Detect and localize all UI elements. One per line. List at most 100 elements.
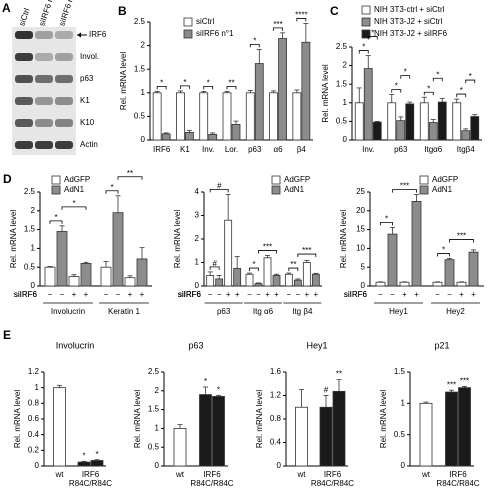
y-tick-label: 0.5 — [394, 430, 406, 439]
y-tick-label: 1.5 — [24, 225, 36, 234]
x-tick-label: α6 — [274, 145, 284, 154]
y-tick-label: 0.2 — [28, 445, 40, 454]
legend-label: NIH 3T3-J2 + siCtrl — [374, 17, 442, 26]
x-row-value: + — [72, 290, 77, 299]
y-tick-label: 1.2 — [28, 367, 40, 376]
x-row-value: − — [104, 290, 109, 299]
row-label: IRF6 — [89, 30, 107, 39]
y-tick-label: 10 — [356, 244, 365, 253]
significance-label: * — [54, 213, 57, 222]
x-row-label: siIRF6 — [178, 290, 202, 299]
y-tick-label: 0.8 — [270, 414, 282, 423]
significance-label: * — [95, 450, 98, 459]
bar — [354, 102, 364, 141]
significance-bracket — [297, 253, 317, 258]
y-tick-label: 2.5 — [148, 367, 160, 376]
significance-bracket — [258, 250, 277, 254]
band — [55, 119, 73, 127]
bar — [53, 387, 66, 467]
x-tick-label: Itg β4 — [292, 307, 313, 316]
y-tick-label: 1.5 — [148, 405, 160, 414]
significance-bracket — [209, 266, 220, 270]
significance-label: *** — [302, 246, 311, 255]
legend-swatch — [183, 29, 193, 39]
x-tick-label: Hey1 — [389, 307, 408, 316]
y-tick-label: 0 — [361, 281, 366, 290]
legend-swatch — [183, 17, 193, 27]
bar — [387, 233, 398, 287]
significance-bracket — [296, 18, 307, 22]
bar — [199, 394, 212, 467]
x-tick-label: wt — [175, 470, 185, 479]
y-tick-label: 2 — [195, 234, 200, 243]
bar — [254, 63, 264, 141]
bar — [208, 133, 218, 141]
bar — [224, 219, 233, 287]
x-row-value: − — [208, 290, 213, 299]
legend-label: NIH 3T3-ctrl + siCtrl — [374, 5, 445, 14]
band — [35, 119, 53, 127]
significance-bracket — [456, 93, 467, 98]
bar — [363, 68, 373, 141]
band — [55, 53, 73, 61]
significance-bracket — [249, 267, 259, 272]
significance-bracket — [105, 190, 119, 194]
bar — [173, 427, 187, 467]
bar — [152, 92, 162, 141]
significance-bracket — [61, 206, 87, 210]
significance-label: * — [436, 70, 439, 79]
y-tick-label: 15 — [356, 225, 365, 234]
x-row-value: − — [447, 290, 452, 299]
x-row-value: − — [60, 290, 65, 299]
bar — [419, 102, 429, 141]
y-axis-label: Rel. mRNA level — [255, 390, 264, 448]
significance-label: ** — [228, 78, 234, 87]
y-tick-label: 0.5 — [24, 262, 36, 271]
band — [55, 75, 73, 83]
legend-label: AdN1 — [284, 185, 305, 194]
y-tick-label: 0.4 — [28, 430, 40, 439]
legend-label: AdN1 — [432, 185, 453, 194]
row-label: K10 — [80, 118, 95, 127]
bar — [284, 273, 293, 287]
bar — [301, 41, 311, 141]
panel-label: A — [2, 1, 11, 15]
bar — [468, 251, 479, 287]
significance-bracket — [400, 75, 411, 79]
legend-label: AdGFP — [284, 175, 310, 184]
legend-label: AdGFP — [432, 175, 458, 184]
significance-label: *** — [263, 243, 272, 252]
bar — [245, 92, 255, 141]
significance-label: # — [212, 259, 217, 268]
x-row-value: + — [414, 290, 419, 299]
significance-label: * — [72, 199, 75, 208]
row-label: K1 — [80, 96, 90, 105]
x-tick-label: p63 — [248, 145, 262, 154]
y-tick-label: 0.5 — [148, 442, 160, 451]
legend-label: AdGFP — [64, 175, 90, 184]
x-tick-label: Itgβ4 — [457, 145, 475, 154]
bar — [295, 406, 308, 467]
y-axis-label: Rel. mRNA level — [119, 52, 128, 110]
bar — [68, 276, 80, 287]
bar — [437, 101, 447, 141]
x-row-value: + — [304, 290, 309, 299]
y-tick-label: 0 — [277, 461, 282, 470]
x-row-value: − — [286, 290, 291, 299]
x-tick-label: wt — [55, 470, 65, 479]
chart-title: Hey1 — [306, 340, 327, 350]
x-tick-label: p63 — [217, 307, 231, 316]
legend-swatch — [361, 5, 371, 15]
x-row-value: − — [116, 290, 121, 299]
y-tick-label: 0 — [401, 461, 406, 470]
x-tick-label: R84C/R84C — [69, 479, 112, 488]
significance-label: * — [460, 86, 463, 95]
bar — [319, 406, 333, 467]
legend-swatch — [419, 185, 429, 195]
bar — [136, 258, 148, 287]
y-axis-label: Rel. mRNA level — [133, 390, 142, 448]
legend-label: AdN1 — [64, 185, 85, 194]
significance-bracket — [117, 176, 143, 180]
x-row-value: − — [48, 290, 53, 299]
